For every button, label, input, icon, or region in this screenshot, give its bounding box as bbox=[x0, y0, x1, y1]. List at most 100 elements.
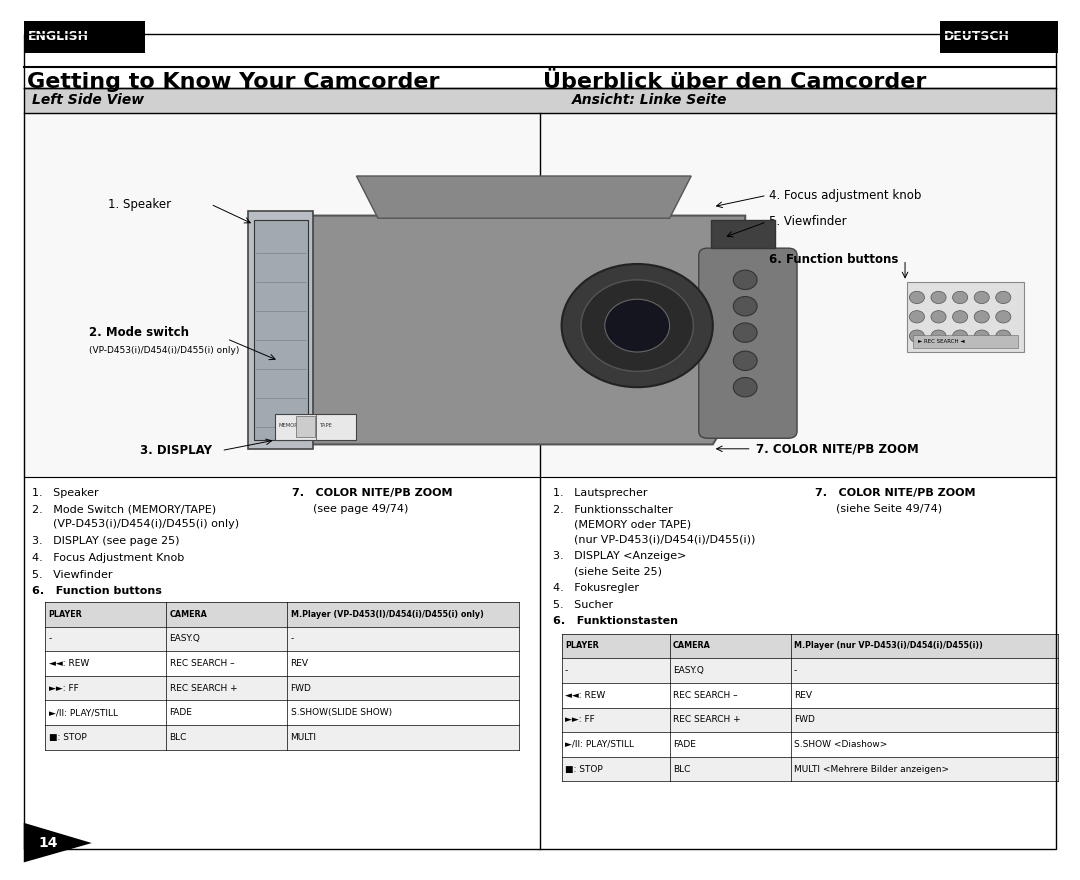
Bar bbox=[711, 220, 775, 248]
Text: 3.   DISPLAY <Anzeige>: 3. DISPLAY <Anzeige> bbox=[553, 551, 686, 561]
Text: MULTI: MULTI bbox=[291, 733, 316, 742]
Bar bbox=[296, 416, 315, 437]
Text: CAMERA: CAMERA bbox=[673, 642, 711, 650]
Text: 7.   COLOR NITE/PB ZOOM: 7. COLOR NITE/PB ZOOM bbox=[292, 488, 453, 498]
Text: 14: 14 bbox=[39, 836, 58, 850]
Text: EASY.Q: EASY.Q bbox=[673, 666, 704, 675]
Text: 7.   COLOR NITE/PB ZOOM: 7. COLOR NITE/PB ZOOM bbox=[815, 488, 976, 498]
Text: TAPE: TAPE bbox=[320, 423, 333, 429]
Circle shape bbox=[953, 330, 968, 342]
Text: 1.   Lautsprecher: 1. Lautsprecher bbox=[553, 488, 648, 498]
Text: (VP-D453(i)/D454(i)/D455(i) only): (VP-D453(i)/D454(i)/D455(i) only) bbox=[89, 346, 239, 355]
Text: 6.   Function buttons: 6. Function buttons bbox=[32, 586, 162, 597]
Text: 2.   Mode Switch (MEMORY/TAPE): 2. Mode Switch (MEMORY/TAPE) bbox=[32, 504, 216, 515]
Text: ENGLISH: ENGLISH bbox=[28, 31, 89, 43]
Text: -: - bbox=[794, 666, 797, 675]
Circle shape bbox=[562, 264, 713, 387]
Text: 1. Speaker: 1. Speaker bbox=[108, 198, 171, 210]
Text: DEUTSCH: DEUTSCH bbox=[944, 31, 1010, 43]
Circle shape bbox=[931, 311, 946, 323]
Text: BLC: BLC bbox=[170, 733, 187, 742]
Bar bbox=[45, 725, 519, 750]
Polygon shape bbox=[24, 823, 92, 862]
Text: S.SHOW <Diashow>: S.SHOW <Diashow> bbox=[794, 740, 887, 749]
Text: 2. Mode switch: 2. Mode switch bbox=[89, 326, 189, 339]
Text: 3.   DISPLAY (see page 25): 3. DISPLAY (see page 25) bbox=[32, 536, 180, 546]
Circle shape bbox=[953, 291, 968, 304]
Circle shape bbox=[974, 330, 989, 342]
Bar bbox=[24, 113, 1056, 477]
Text: M.Player (nur VP-D453(i)/D454(i)/D455(i)): M.Player (nur VP-D453(i)/D454(i)/D455(i)… bbox=[794, 642, 983, 650]
Circle shape bbox=[909, 311, 924, 323]
Circle shape bbox=[733, 270, 757, 290]
Text: PLAYER: PLAYER bbox=[565, 642, 598, 650]
Text: REC SEARCH –: REC SEARCH – bbox=[673, 691, 738, 700]
Text: EASY.Q: EASY.Q bbox=[170, 634, 201, 643]
Bar bbox=[45, 676, 519, 700]
Text: ■: STOP: ■: STOP bbox=[49, 733, 86, 742]
Bar bbox=[275, 414, 356, 440]
Text: MEMORY: MEMORY bbox=[279, 423, 301, 429]
Text: M.Player (VP-D453(I)/D454(i)/D455(i) only): M.Player (VP-D453(I)/D454(i)/D455(i) onl… bbox=[291, 610, 484, 619]
Text: 5.   Viewfinder: 5. Viewfinder bbox=[32, 569, 113, 580]
Circle shape bbox=[974, 291, 989, 304]
Bar bbox=[45, 627, 519, 651]
Text: FADE: FADE bbox=[673, 740, 696, 749]
Text: (nur VP-D453(i)/D454(i)/D455(i)): (nur VP-D453(i)/D454(i)/D455(i)) bbox=[553, 534, 755, 545]
Text: (MEMORY oder TAPE): (MEMORY oder TAPE) bbox=[553, 519, 691, 530]
Bar bbox=[562, 757, 1058, 781]
Bar bbox=[940, 21, 1058, 53]
Text: (siehe Seite 49/74): (siehe Seite 49/74) bbox=[815, 503, 943, 514]
Text: MULTI <Mehrere Bilder anzeigen>: MULTI <Mehrere Bilder anzeigen> bbox=[794, 765, 949, 774]
Bar bbox=[907, 282, 1024, 352]
Bar bbox=[24, 88, 1056, 113]
Text: REV: REV bbox=[794, 691, 812, 700]
Text: Ansicht: Linke Seite: Ansicht: Linke Seite bbox=[572, 93, 728, 107]
Text: -: - bbox=[565, 666, 568, 675]
Text: FWD: FWD bbox=[794, 715, 814, 724]
Bar bbox=[562, 634, 1058, 658]
Polygon shape bbox=[308, 216, 745, 444]
Text: -: - bbox=[291, 634, 294, 643]
Text: (see page 49/74): (see page 49/74) bbox=[292, 503, 408, 514]
Circle shape bbox=[996, 291, 1011, 304]
Text: REV: REV bbox=[291, 659, 309, 668]
Text: REC SEARCH +: REC SEARCH + bbox=[673, 715, 741, 724]
Text: Left Side View: Left Side View bbox=[32, 93, 145, 107]
Text: ◄◄: REW: ◄◄: REW bbox=[565, 691, 605, 700]
Text: CAMERA: CAMERA bbox=[170, 610, 207, 619]
Circle shape bbox=[733, 323, 757, 342]
Text: ►/II: PLAY/STILL: ►/II: PLAY/STILL bbox=[565, 740, 634, 749]
Circle shape bbox=[974, 311, 989, 323]
Circle shape bbox=[953, 311, 968, 323]
Text: FWD: FWD bbox=[291, 684, 311, 693]
Circle shape bbox=[996, 311, 1011, 323]
Polygon shape bbox=[356, 176, 691, 218]
Text: ► REC SEARCH ◄: ► REC SEARCH ◄ bbox=[918, 339, 964, 344]
Text: ◄◄: REW: ◄◄: REW bbox=[49, 659, 89, 668]
Text: 4.   Fokusregler: 4. Fokusregler bbox=[553, 583, 639, 593]
Text: 6.   Funktionstasten: 6. Funktionstasten bbox=[553, 616, 678, 627]
Text: FADE: FADE bbox=[170, 708, 192, 717]
Text: 4. Focus adjustment knob: 4. Focus adjustment knob bbox=[769, 189, 921, 202]
Text: ►/II: PLAY/STILL: ►/II: PLAY/STILL bbox=[49, 708, 118, 717]
Circle shape bbox=[605, 299, 670, 352]
Circle shape bbox=[909, 330, 924, 342]
Text: ►►: FF: ►►: FF bbox=[49, 684, 79, 693]
Bar bbox=[562, 708, 1058, 732]
Bar bbox=[24, 21, 145, 53]
Text: ■: STOP: ■: STOP bbox=[565, 765, 603, 774]
Circle shape bbox=[996, 330, 1011, 342]
Circle shape bbox=[931, 291, 946, 304]
Bar bbox=[562, 658, 1058, 683]
Text: BLC: BLC bbox=[673, 765, 690, 774]
Text: ►►: FF: ►►: FF bbox=[565, 715, 595, 724]
Text: 7. COLOR NITE/PB ZOOM: 7. COLOR NITE/PB ZOOM bbox=[756, 443, 919, 455]
Text: 1.   Speaker: 1. Speaker bbox=[32, 488, 99, 498]
Text: (siehe Seite 25): (siehe Seite 25) bbox=[553, 566, 662, 576]
Bar bbox=[45, 602, 519, 627]
Text: 5.   Sucher: 5. Sucher bbox=[553, 599, 613, 610]
Polygon shape bbox=[248, 211, 313, 449]
Text: PLAYER: PLAYER bbox=[49, 610, 82, 619]
Text: 6. Function buttons: 6. Function buttons bbox=[769, 253, 899, 266]
